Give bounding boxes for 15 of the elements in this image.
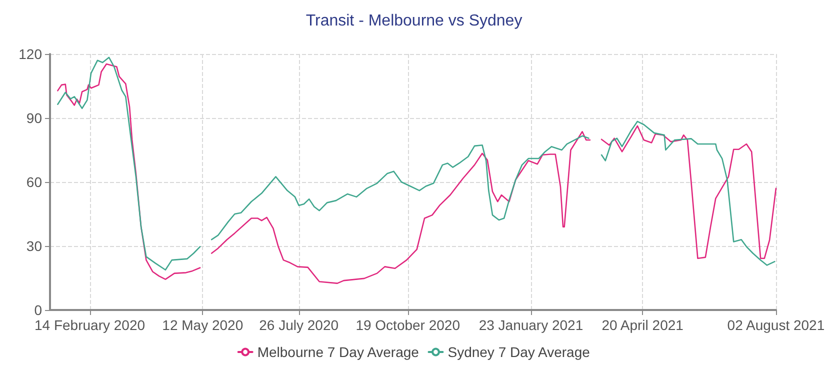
chart-title: Transit - Melbourne vs Sydney <box>306 12 522 30</box>
x-tick-label: 20 April 2021 <box>602 317 684 333</box>
y-tick-label: 90 <box>26 110 42 126</box>
y-tick-label: 60 <box>26 174 42 190</box>
y-tick-label: 120 <box>18 46 42 62</box>
x-tick-label: 02 August 2021 <box>727 317 825 333</box>
x-tick-label: 19 October 2020 <box>356 317 460 333</box>
x-tick-label: 12 May 2020 <box>162 317 244 333</box>
legend-label: Sydney 7 Day Average <box>448 344 590 360</box>
x-tick-label: 26 July 2020 <box>259 317 339 333</box>
y-tick-label: 30 <box>26 238 42 254</box>
y-tick-label: 0 <box>34 302 42 318</box>
x-tick-label: 23 January 2021 <box>478 317 584 333</box>
legend-label: Melbourne 7 Day Average <box>257 344 420 360</box>
x-tick-label: 14 February 2020 <box>34 317 146 333</box>
